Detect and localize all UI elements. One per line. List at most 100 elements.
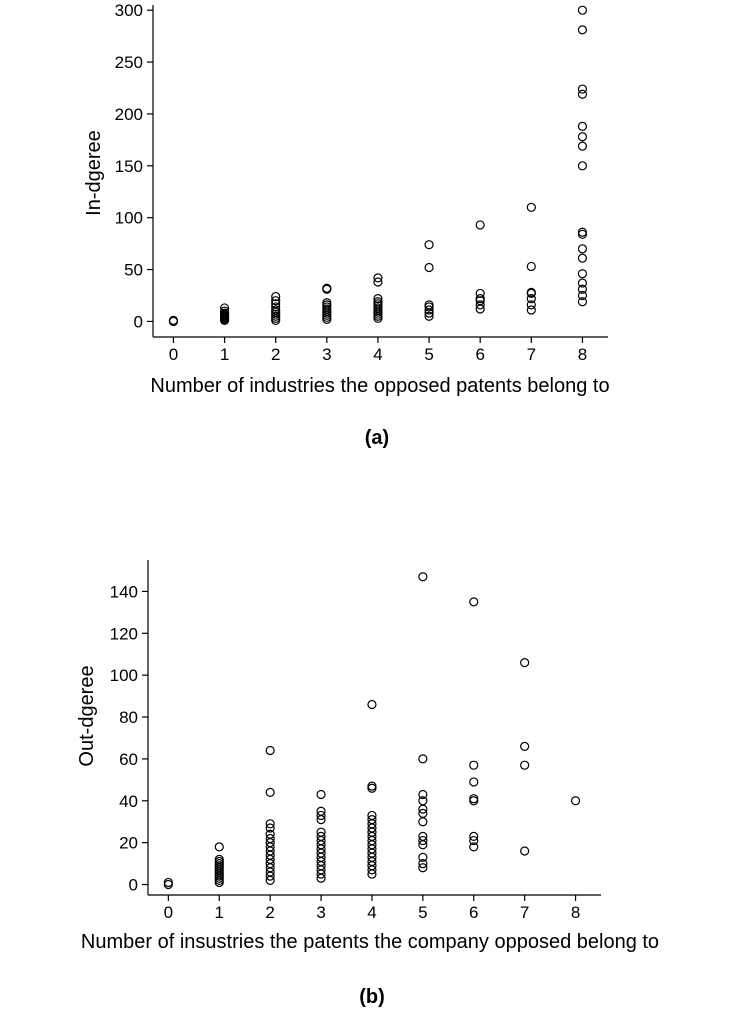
data-point	[577, 269, 588, 279]
data-point	[424, 262, 434, 273]
panel-label: (b)	[359, 986, 385, 1008]
y-tick-label: 100	[110, 666, 138, 685]
x-tick-label: 6	[469, 903, 478, 922]
data-point	[373, 294, 383, 304]
x-axis-label: Number of industries the opposed patents…	[150, 375, 609, 397]
data-point	[520, 741, 530, 751]
y-tick-label: 120	[110, 624, 138, 643]
y-tick-label: 250	[115, 53, 143, 72]
x-tick-label: 8	[578, 345, 587, 364]
data-point	[424, 240, 434, 250]
y-tick-label: 0	[134, 312, 143, 331]
x-tick-label: 2	[271, 345, 280, 364]
x-tick-label: 5	[424, 345, 433, 364]
data-point	[577, 132, 588, 142]
y-axis-label: Out-dgeree	[76, 665, 98, 766]
data-point	[475, 300, 485, 310]
x-tick-label: 7	[527, 345, 536, 364]
data-point	[316, 831, 326, 841]
data-point	[418, 572, 428, 582]
data-point	[316, 827, 326, 837]
data-point	[469, 777, 479, 787]
data-point	[219, 303, 230, 313]
data-point	[577, 161, 588, 171]
data-point	[168, 315, 179, 325]
data-point	[577, 89, 588, 99]
data-point	[577, 290, 588, 301]
data-point	[469, 831, 479, 841]
data-point	[265, 833, 275, 844]
data-point	[520, 657, 530, 668]
data-point	[418, 831, 428, 841]
x-tick-label: 7	[520, 903, 529, 922]
data-point	[271, 305, 281, 315]
data-point	[469, 760, 479, 770]
data-point	[265, 823, 275, 833]
x-tick-label: 2	[265, 903, 274, 922]
data-point	[418, 817, 428, 827]
data-point	[322, 283, 332, 293]
x-tick-label: 4	[373, 345, 382, 364]
data-point	[577, 253, 588, 263]
data-point	[271, 299, 281, 309]
data-point	[271, 296, 281, 306]
x-tick-label: 0	[164, 903, 173, 922]
x-tick-label: 1	[215, 903, 224, 922]
y-tick-label: 0	[129, 876, 138, 895]
data-point	[219, 306, 230, 316]
data-point	[322, 298, 332, 308]
data-point	[163, 877, 173, 888]
data-point	[265, 829, 275, 839]
data-point	[577, 244, 588, 254]
x-tick-label: 3	[322, 345, 331, 364]
y-tick-label: 50	[124, 261, 143, 280]
data-point	[424, 311, 434, 321]
data-point	[469, 835, 479, 846]
data-point	[214, 854, 224, 865]
data-point	[316, 806, 326, 816]
data-point	[475, 288, 485, 299]
panel-a: In-dgeree Number of industries the oppos…	[83, 1, 610, 449]
data-point	[475, 294, 485, 304]
y-tick-label: 80	[119, 708, 138, 727]
data-point	[316, 789, 326, 800]
data-point	[526, 305, 536, 315]
data-point	[469, 842, 479, 852]
data-point	[577, 25, 588, 35]
data-point	[367, 815, 377, 825]
y-axis-label: In-dgeree	[83, 130, 105, 216]
data-point	[271, 302, 281, 312]
y-tick-label: 100	[115, 209, 143, 228]
data-point	[418, 863, 428, 873]
data-point	[418, 789, 428, 800]
x-tick-label: 1	[220, 345, 229, 364]
data-point	[418, 858, 428, 869]
x-tick-label: 3	[316, 903, 325, 922]
x-tick-label: 8	[571, 903, 580, 922]
x-tick-label: 4	[367, 903, 376, 922]
y-tick-label: 60	[119, 750, 138, 769]
x-axis-label: Number of insustries the patents the com…	[81, 931, 659, 953]
data-point	[577, 278, 588, 288]
y-tick-label: 140	[110, 582, 138, 601]
x-tick-label: 0	[169, 345, 178, 364]
data-point	[418, 808, 428, 818]
y-tick-label: 40	[119, 792, 138, 811]
data-point	[526, 261, 536, 272]
data-point	[424, 305, 434, 315]
data-point	[373, 277, 383, 287]
data-point	[520, 760, 530, 770]
data-point	[214, 842, 224, 852]
y-tick-label: 150	[115, 157, 143, 176]
data-point	[577, 297, 588, 307]
data-point	[424, 300, 434, 310]
y-tick-label: 200	[115, 105, 143, 124]
data-point	[570, 796, 581, 806]
data-point	[265, 745, 275, 756]
x-tick-label: 5	[418, 903, 427, 922]
data-point	[265, 787, 275, 798]
data-point	[577, 5, 588, 15]
data-point	[526, 287, 536, 297]
data-point	[367, 810, 377, 821]
data-point	[577, 121, 588, 131]
